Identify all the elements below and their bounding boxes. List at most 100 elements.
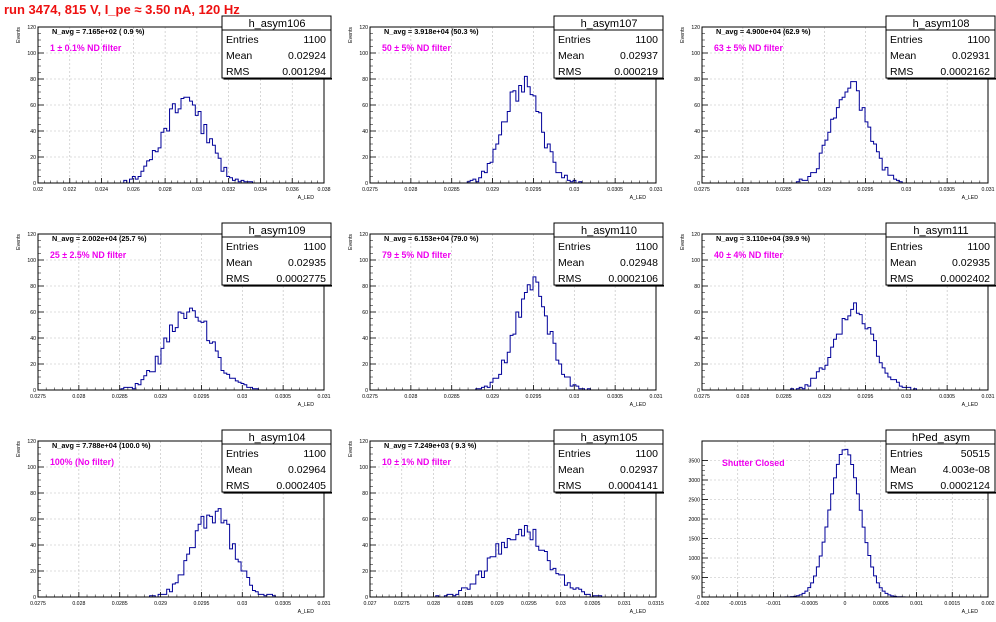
- y-tick-label: 100: [359, 465, 368, 471]
- x-tick-label: 0.036: [286, 187, 299, 193]
- histogram-chart: 0.02 0.022 0.024 0.026 0.028 0.03 0.032 0.034 0.…: [16, 15, 332, 201]
- y-tick-label: 3000: [688, 478, 700, 484]
- y-tick-label: 80: [30, 77, 36, 83]
- y-tick-label: 0: [33, 595, 36, 601]
- histogram-chart: 0.0275 0.028 0.0285 0.029 0.0295 0.03 0.0305 0.…: [16, 222, 332, 408]
- x-tick-label: 0.028: [72, 601, 85, 607]
- x-tick-label: 0.0295: [193, 601, 209, 607]
- x-tick-label: 0.0275: [694, 187, 710, 193]
- x-tick-label: 0.0005: [873, 601, 889, 607]
- x-tick-label: 0.0295: [525, 187, 541, 193]
- stats-key: RMS: [226, 273, 249, 285]
- y-axis-label: Events: [16, 27, 22, 43]
- stats-value: 0.02931: [952, 50, 990, 62]
- stats-key: Mean: [226, 50, 252, 62]
- x-tick-label: 0.0305: [607, 394, 623, 400]
- y-tick-label: 100: [691, 258, 700, 264]
- stats-value: 0.02937: [620, 464, 658, 476]
- y-tick-label: 100: [691, 51, 700, 57]
- x-tick-label: 0.0275: [394, 601, 410, 607]
- y-axis-label: Events: [680, 234, 686, 250]
- stats-key: Entries: [558, 34, 591, 46]
- stats-value: 1100: [967, 34, 990, 46]
- x-tick-label: -0.0005: [800, 601, 818, 607]
- stats-box-frame: [221, 222, 332, 286]
- stats-key: Entries: [890, 241, 923, 253]
- panel-h-asym109: 0.0275 0.028 0.0285 0.029 0.0295 0.03 0.0305 0.…: [0, 207, 332, 414]
- stats-key: Entries: [890, 34, 923, 46]
- stats-box-shadow: [223, 285, 332, 287]
- stats-key: Mean: [226, 464, 252, 476]
- x-tick-label: 0.029: [818, 394, 831, 400]
- stats-key: RMS: [558, 66, 581, 78]
- stats-box: h_asym106 Entries 1100 Mean 0.02924 RMS 0.0012…: [221, 15, 332, 80]
- x-tick-label: 0.0285: [444, 394, 460, 400]
- y-axis-label: Events: [348, 441, 354, 457]
- x-tick-label: 0.0305: [607, 187, 623, 193]
- stats-value: 1100: [303, 448, 326, 460]
- x-tick-label: 0.029: [486, 187, 499, 193]
- x-tick-label: 0.0295: [525, 394, 541, 400]
- x-tick-label: 0.0295: [857, 394, 873, 400]
- y-tick-label: 0: [365, 181, 368, 187]
- x-tick-label: 0.029: [154, 394, 167, 400]
- y-tick-label: 20: [362, 155, 368, 161]
- x-tick-label: 0.0285: [112, 394, 128, 400]
- y-tick-label: 0: [697, 595, 700, 601]
- histogram-line: [702, 302, 988, 391]
- stats-key: Mean: [558, 257, 584, 269]
- y-tick-label: 20: [694, 155, 700, 161]
- y-tick-label: 60: [694, 103, 700, 109]
- x-tick-label: 0.0285: [776, 187, 792, 193]
- stats-box-shadow: [555, 492, 664, 494]
- y-tick-label: 60: [30, 310, 36, 316]
- filter-annotation: 40 ± 4% ND filter: [714, 250, 783, 260]
- y-tick-label: 40: [30, 129, 36, 135]
- stats-box-frame: [553, 429, 664, 493]
- stats-key: RMS: [558, 273, 581, 285]
- panel-hped-asym: -0.002 -0.0015 -0.001 -0.0005 0 0.0005 0.001 0.…: [664, 414, 996, 621]
- histogram-line: [38, 307, 324, 391]
- x-tick-label: 0.002: [982, 601, 995, 607]
- x-axis-label: A_LED: [630, 609, 647, 615]
- x-tick-label: 0.0315: [648, 601, 664, 607]
- stats-box-shadow: [555, 285, 664, 287]
- stats-key: Mean: [890, 50, 916, 62]
- x-tick-label: -0.0015: [729, 601, 747, 607]
- x-tick-label: 0.0285: [444, 187, 460, 193]
- stats-value: 0.0002775: [276, 273, 326, 285]
- x-tick-label: -0.002: [695, 601, 710, 607]
- y-tick-label: 80: [694, 77, 700, 83]
- histogram-chart: -0.002 -0.0015 -0.001 -0.0005 0 0.0005 0.001 0.…: [688, 429, 996, 615]
- navg-label: N_avg = 7.249e+03 ( 9.3 %): [384, 441, 477, 450]
- histogram-chart: 0.0275 0.028 0.0285 0.029 0.0295 0.03 0.0305 0.…: [348, 222, 664, 408]
- x-tick-label: 0.026: [127, 187, 140, 193]
- stats-title: h_asym108: [913, 18, 970, 30]
- stats-value: 0.0004141: [608, 480, 658, 492]
- stats-box-frame: [885, 222, 996, 286]
- y-tick-label: 100: [27, 258, 36, 264]
- stats-title: h_asym111: [913, 225, 968, 237]
- x-tick-label: 0.028: [404, 394, 417, 400]
- x-tick-label: 0.034: [254, 187, 267, 193]
- x-axis-label: A_LED: [962, 402, 979, 408]
- y-tick-label: 60: [362, 517, 368, 523]
- stats-key: Mean: [890, 257, 916, 269]
- x-tick-label: 0.028: [736, 187, 749, 193]
- y-tick-label: 20: [30, 569, 36, 575]
- panel-h-asym110: 0.0275 0.028 0.0285 0.029 0.0295 0.03 0.0305 0.…: [332, 207, 664, 414]
- stats-box-shadow: [887, 492, 996, 494]
- y-tick-label: 60: [362, 310, 368, 316]
- stats-key: Entries: [558, 241, 591, 253]
- y-tick-label: 60: [694, 310, 700, 316]
- stats-key: RMS: [890, 273, 913, 285]
- histogram-chart: 0.0275 0.028 0.0285 0.029 0.0295 0.03 0.0305 0.…: [348, 15, 664, 201]
- stats-key: Mean: [226, 257, 252, 269]
- stats-value: 1100: [635, 241, 658, 253]
- x-tick-label: 0.03: [569, 187, 579, 193]
- stats-box: h_asym109 Entries 1100 Mean 0.02935 RMS 0.0002…: [221, 222, 332, 287]
- y-tick-label: 40: [30, 336, 36, 342]
- x-tick-label: 0.0275: [362, 394, 378, 400]
- stats-value: 0.02924: [288, 50, 326, 62]
- stats-box-shadow: [555, 78, 664, 80]
